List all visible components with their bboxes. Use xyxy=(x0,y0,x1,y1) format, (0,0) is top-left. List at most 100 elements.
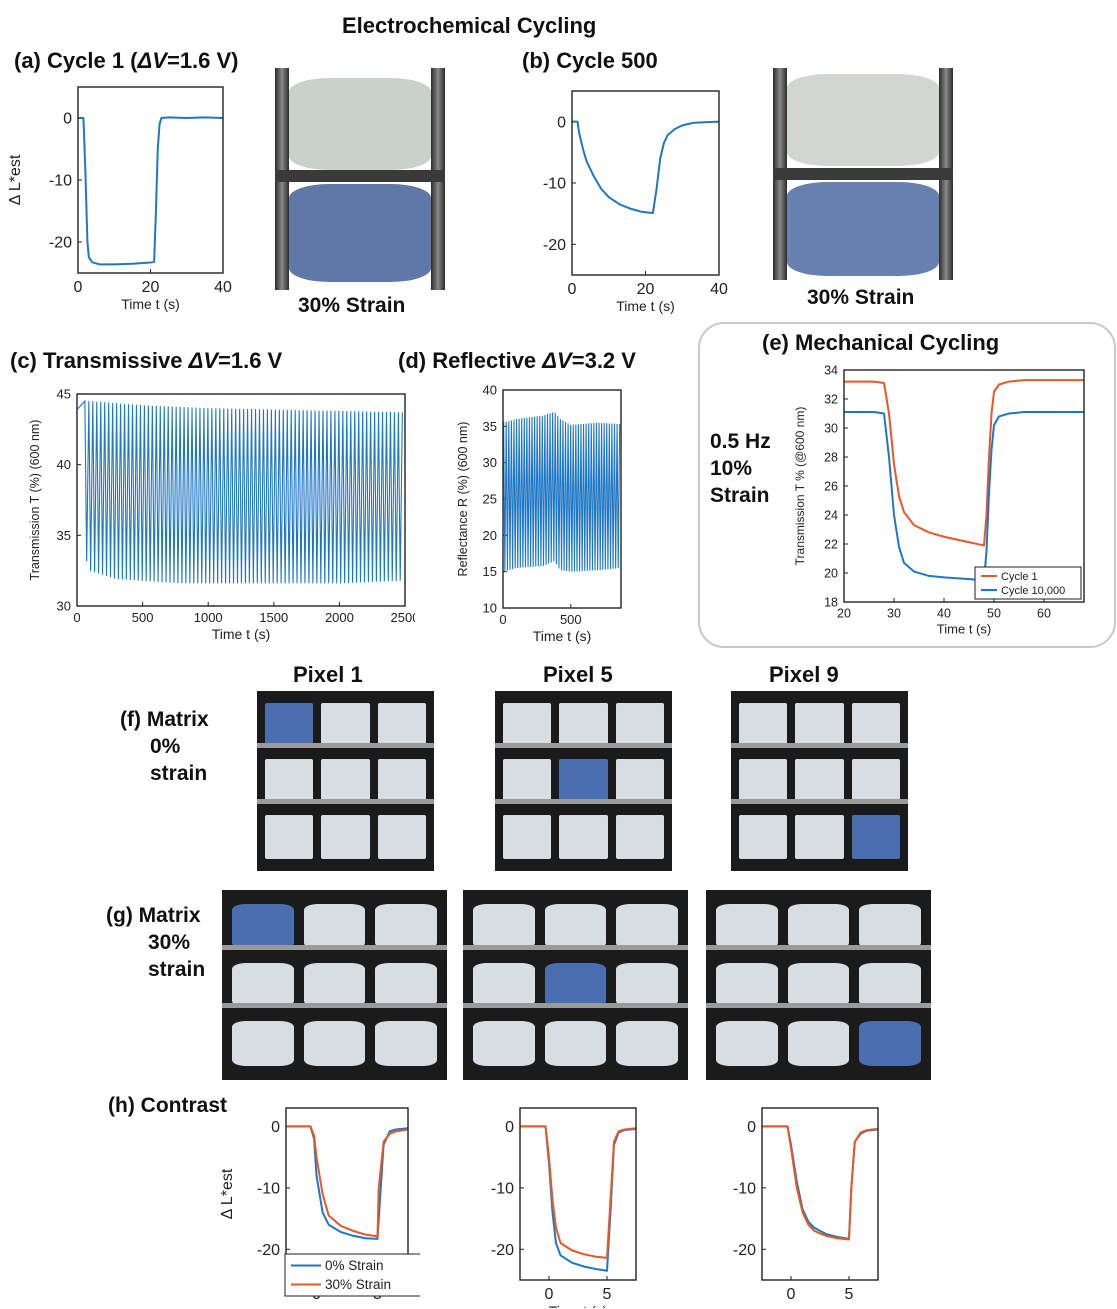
matrix-tile-1 xyxy=(503,703,552,747)
x-tick-label: 5 xyxy=(603,1286,612,1303)
x-tick-label: 60 xyxy=(1037,607,1051,621)
plot-frame xyxy=(502,389,622,609)
panel-b-strain-caption: 30% Strain xyxy=(807,286,915,309)
matrix-tile-3 xyxy=(616,904,678,949)
matrix-tile-9 xyxy=(851,815,900,859)
matrix-tile-5 xyxy=(787,962,850,1008)
panel-a-strain-caption: 30% Strain xyxy=(298,294,406,317)
y-tick-label: 40 xyxy=(57,457,71,472)
matrix-tile-5 xyxy=(795,759,844,803)
panel-h-heading: (h) Contrast xyxy=(108,1094,227,1118)
panel-g-l2: 30% xyxy=(148,931,191,954)
y-tick-label: -20 xyxy=(543,237,566,254)
series-line-main xyxy=(78,116,224,266)
matrix-tile-4 xyxy=(232,962,294,1008)
panel-e-conditions: 0.5 Hz 10% Strain xyxy=(710,428,771,509)
pixel-header-9: Pixel 9 xyxy=(769,662,839,687)
matrix-tile-7 xyxy=(503,815,552,859)
panel-c-dv: ΔV xyxy=(188,348,219,373)
matrix-tile-4 xyxy=(503,759,552,803)
x-tick-label: 50 xyxy=(987,607,1001,621)
y-tick-label: 0 xyxy=(271,1119,280,1136)
y-tick-label: -10 xyxy=(49,173,72,190)
panel-a-letter: (a) xyxy=(14,48,41,73)
x-tick-label: 0 xyxy=(787,1286,796,1300)
series-line xyxy=(76,399,403,584)
matrix-tile-4 xyxy=(473,962,535,1008)
figure-title: Electrochemical Cycling xyxy=(342,13,597,38)
y-tick-label: 25 xyxy=(483,492,497,507)
matrix-separator xyxy=(222,1003,447,1009)
matrix-tile-4 xyxy=(739,759,788,803)
matrix-tile-5 xyxy=(321,759,370,803)
photo-a-strip xyxy=(275,68,445,290)
chart-c: 0 500 1000 1500 2000 2500 30 35 40 45 Time t (s) Tr… xyxy=(28,387,415,642)
matrix-tile-8 xyxy=(795,815,844,859)
panel-a-heading: (a) Cycle 1 (ΔV=1.6 V) xyxy=(14,48,239,74)
x-tick-label: 0 xyxy=(568,281,577,298)
matrix-tile-9 xyxy=(615,815,664,859)
matrix-separator xyxy=(495,799,672,804)
matrix-separator xyxy=(463,944,688,950)
y-tick-label: 35 xyxy=(57,528,71,543)
plot-frame xyxy=(761,1107,879,1281)
matrix-tile-7 xyxy=(232,1021,294,1066)
x-tick-label: 2500 xyxy=(391,610,415,625)
x-tick-label: 20 xyxy=(142,279,160,296)
matrix-tile-4 xyxy=(265,759,314,803)
matrix-tile-6 xyxy=(616,962,678,1008)
series-line-0-strain xyxy=(520,1125,637,1272)
y-tick-label: -20 xyxy=(49,235,72,252)
y-tick-label: 28 xyxy=(824,450,838,464)
panel-a-title-tail: =1.6 V) xyxy=(166,48,239,73)
panel-f-letter: (f) xyxy=(120,708,141,731)
x-axis-label: Time t (s) xyxy=(616,298,675,314)
x-tick-label: 0 xyxy=(74,279,83,296)
matrix-tile-8 xyxy=(303,1021,366,1066)
panel-a-dv: ΔV xyxy=(137,48,167,73)
matrix-tile-8 xyxy=(559,815,608,859)
plot-frame xyxy=(843,369,1085,603)
panel-d-dv: ΔV xyxy=(542,348,572,373)
y-tick-label: 45 xyxy=(57,387,71,402)
chart-b: 0 20 40 0 -10 -20 Time t (s) xyxy=(543,90,728,314)
matrix-tile-2 xyxy=(321,703,370,747)
legend-label: 30% Strain xyxy=(325,1277,391,1292)
y-tick-label: -20 xyxy=(733,1242,756,1259)
panel-b-heading: (b) Cycle 500 xyxy=(522,48,658,74)
legend-label: Cycle 10,000 xyxy=(1001,585,1065,597)
x-tick-label: 0 xyxy=(73,610,80,625)
matrix-separator xyxy=(257,799,434,804)
panel-f-label: (f) Matrix 0% strain xyxy=(120,706,209,787)
panel-h-letter: (h) xyxy=(108,1094,135,1117)
matrix-tile-2 xyxy=(544,904,607,949)
x-tick-label: 2000 xyxy=(325,610,354,625)
matrix-tile-3 xyxy=(375,904,437,949)
y-tick-label: 15 xyxy=(483,564,497,579)
y-tick-label: 20 xyxy=(824,566,838,580)
matrix-tile-3 xyxy=(615,703,664,747)
matrix-tile-6 xyxy=(375,962,437,1008)
panel-d-title-tail: =3.2 V xyxy=(571,348,636,373)
y-tick-label: 30 xyxy=(483,455,497,470)
panel-f-l3: strain xyxy=(150,762,208,785)
y-tick-label: 24 xyxy=(824,508,838,522)
panel-g-letter: (g) xyxy=(106,904,133,927)
panel-e-strain-pct: 10% xyxy=(710,457,753,480)
panel-f-l2: 0% xyxy=(150,735,181,758)
x-tick-label: 500 xyxy=(560,612,582,627)
y-tick-label: -20 xyxy=(491,1242,514,1259)
matrix-tile-6 xyxy=(851,759,900,803)
y-tick-label: -20 xyxy=(257,1242,280,1259)
x-axis-label: Time t (s) xyxy=(937,622,991,637)
series-line xyxy=(502,412,621,572)
panel-c-letter: (c) xyxy=(10,348,37,373)
matrix-tile-7 xyxy=(739,815,788,859)
matrix-tile-2 xyxy=(787,904,850,949)
panel-e-letter: (e) xyxy=(762,330,789,355)
y-axis-label: Δ L*est xyxy=(219,1168,236,1219)
x-tick-label: 1500 xyxy=(259,610,288,625)
y-tick-label: 26 xyxy=(824,479,838,493)
matrix-tile-6 xyxy=(859,962,921,1008)
panel-h-title: Contrast xyxy=(140,1094,228,1117)
